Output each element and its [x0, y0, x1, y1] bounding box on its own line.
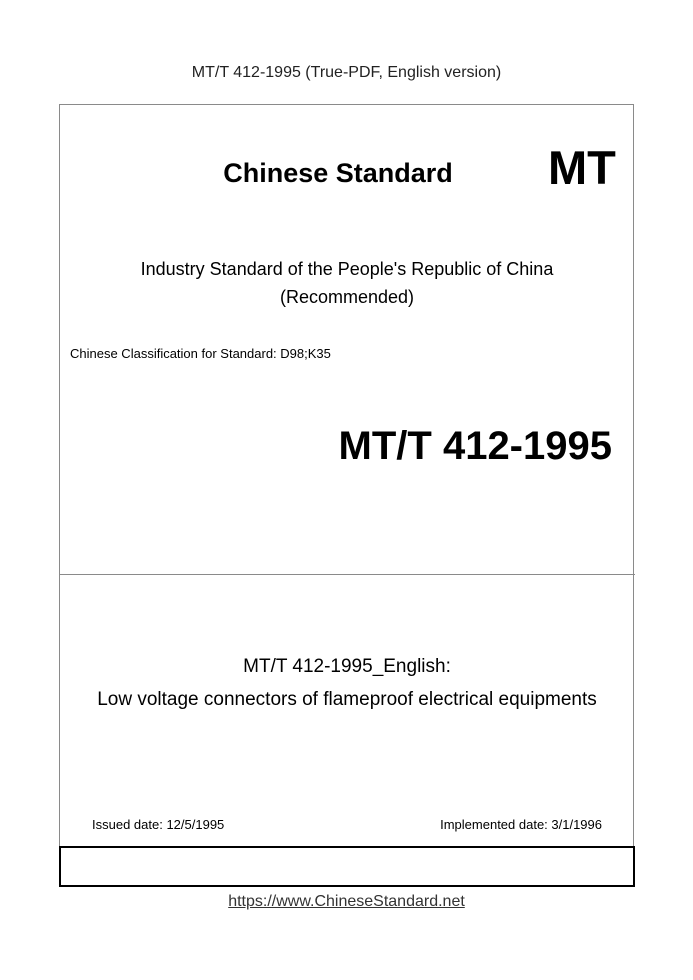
title-line-2: Low voltage connectors of flameproof ele…	[97, 689, 597, 710]
recommended-label: (Recommended)	[279, 287, 415, 307]
title-line-1: MT/T 412-1995_English:	[243, 656, 451, 677]
cover-frame	[59, 104, 634, 846]
classification: Chinese Classification for Standard: D98…	[70, 346, 331, 361]
cover-heading: Chinese Standard	[223, 158, 453, 188]
standard-mark: MT	[548, 141, 616, 194]
cover-footer-box	[59, 846, 635, 887]
cover-divider	[59, 574, 635, 575]
industry-line: Industry Standard of the People's Republ…	[140, 259, 554, 279]
standard-code: MT/T 412-1995	[338, 424, 612, 468]
document-header: MT/T 412-1995 (True-PDF, English version…	[191, 64, 502, 81]
issued-date: Issued date: 12/5/1995	[92, 817, 225, 832]
implemented-date: Implemented date: 3/1/1996	[440, 817, 602, 832]
website-link[interactable]: https://www.ChineseStandard.net	[228, 893, 465, 910]
